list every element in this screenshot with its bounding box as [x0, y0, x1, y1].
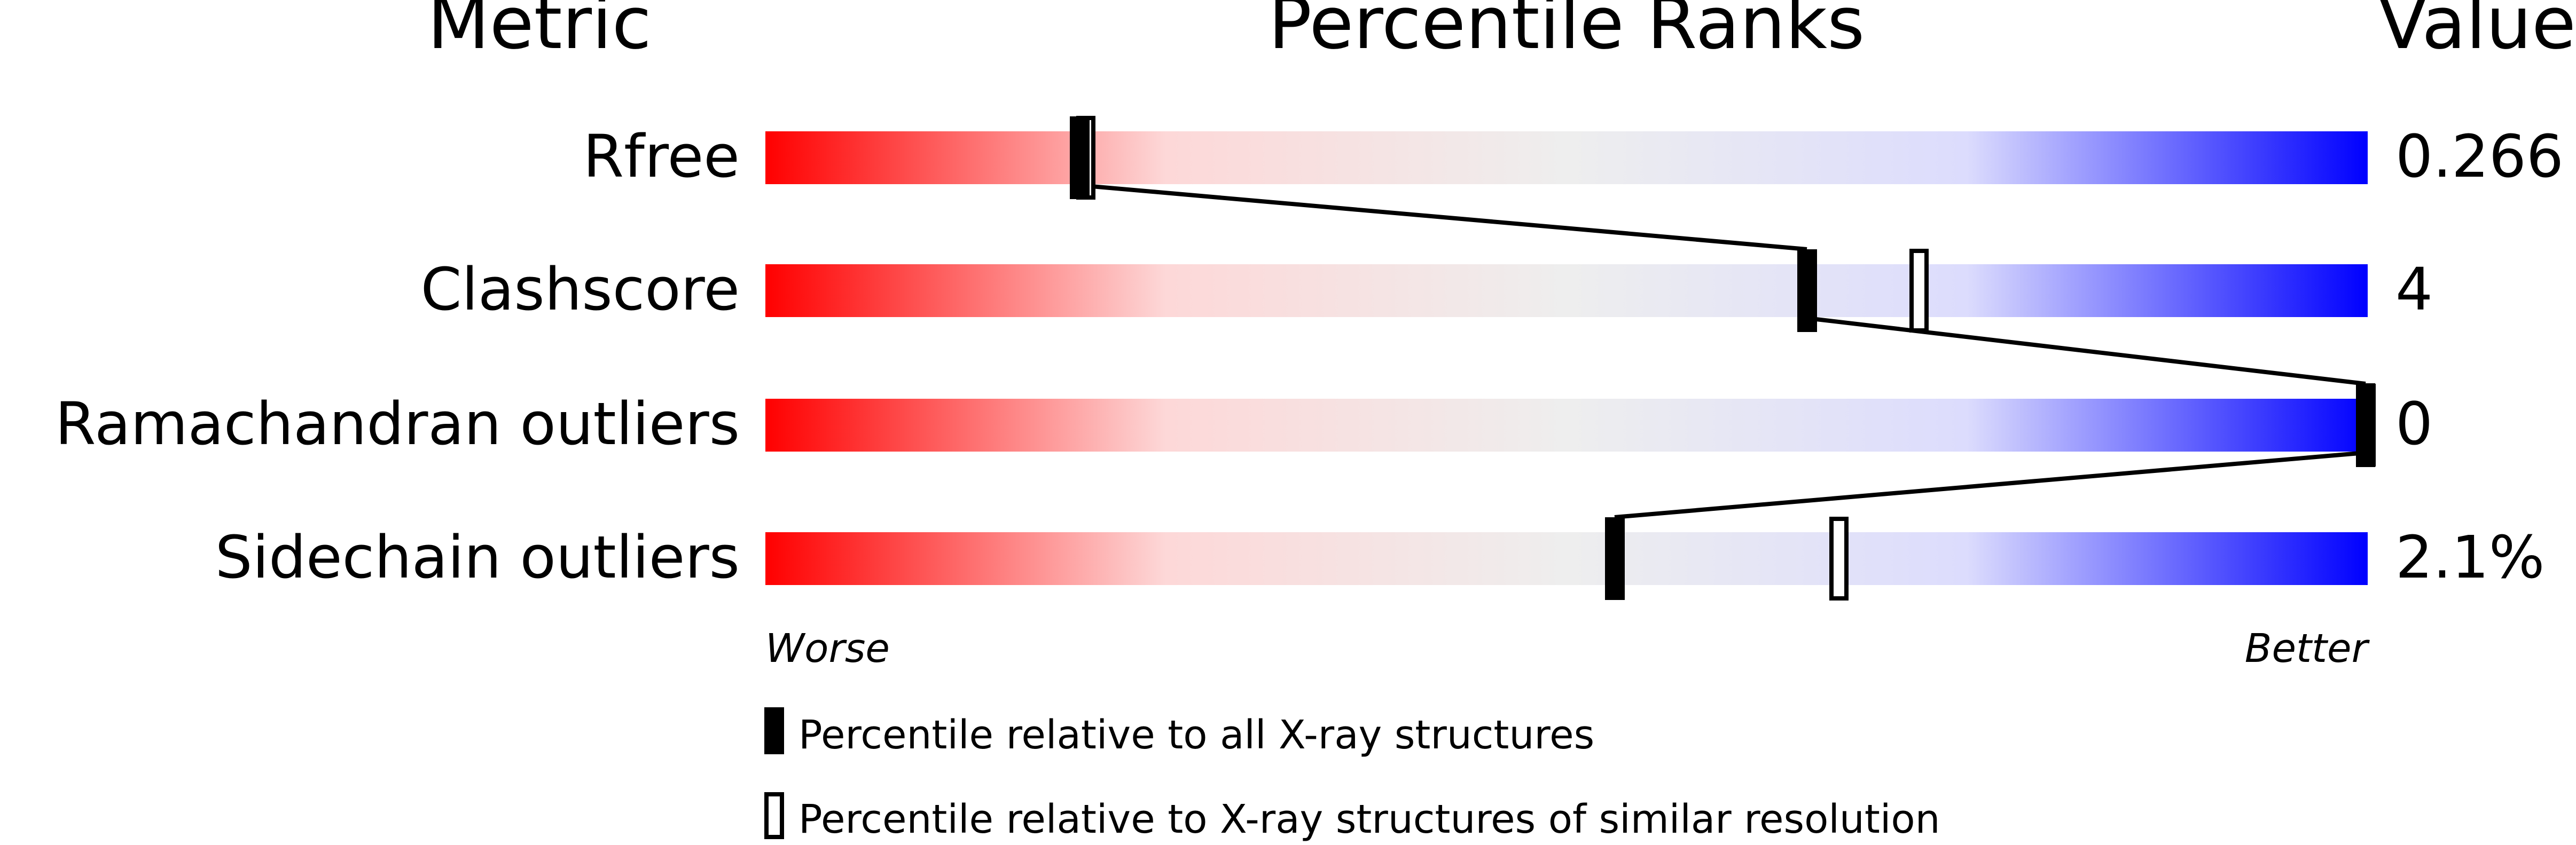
metric-label: Sidechain outliers: [215, 523, 740, 591]
header-value: Value: [2378, 0, 2576, 65]
connector-line: [1614, 451, 2366, 519]
metric-label: Ramachandran outliers: [55, 390, 740, 458]
worse-label: Worse: [765, 626, 890, 672]
legend-label-all: Percentile relative to all X-ray structu…: [798, 712, 1594, 758]
metric-value: 4: [2395, 255, 2433, 323]
similar-resolution-marker: [1909, 249, 1929, 333]
metric-value: 0.266: [2395, 122, 2564, 191]
metric-label: Clashscore: [421, 255, 740, 323]
header-metric: Metric: [427, 0, 652, 65]
all-structures-marker: [2356, 384, 2376, 467]
all-structures-marker: [1070, 116, 1090, 199]
better-label: Better: [2245, 626, 2370, 672]
all-structures-marker: [1797, 249, 1817, 332]
similar-resolution-marker: [1829, 517, 1849, 601]
percentile-bar: [765, 264, 2368, 317]
legend-label-similar: Percentile relative to X-ray structures …: [798, 796, 1940, 842]
header-percentile: Percentile Ranks: [1269, 0, 1865, 65]
connector-line: [1079, 183, 1807, 251]
all-structures-marker: [1605, 517, 1625, 600]
metric-value: 2.1%: [2395, 523, 2544, 591]
legend-filled-marker-icon: [764, 707, 784, 754]
legend-hollow-marker-icon: [764, 792, 784, 839]
percentile-bar: [765, 399, 2368, 452]
percentile-bar: [765, 131, 2368, 184]
metric-value: 0: [2395, 390, 2433, 458]
connector-line: [1806, 316, 2366, 386]
metric-label: Rfree: [583, 122, 740, 191]
percentile-bar: [765, 532, 2368, 585]
